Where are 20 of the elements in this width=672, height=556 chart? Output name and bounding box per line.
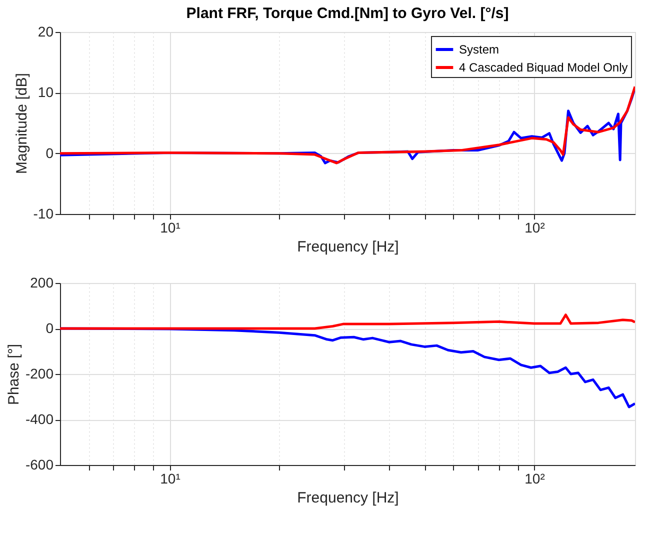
y-axis-title: Phase [°] — [5, 344, 22, 406]
x-axis-title: Frequency [Hz] — [297, 238, 399, 256]
y-tick-label: 200 — [30, 274, 54, 290]
y-tick-label: -200 — [25, 366, 54, 382]
y-tick-label: -600 — [25, 456, 54, 472]
x-tick-label: 10² — [524, 470, 546, 486]
x-tick-label: 10² — [524, 220, 546, 236]
y-tick-label: 20 — [38, 24, 54, 40]
y-tick-label: -400 — [25, 411, 54, 427]
y-tick-label: 0 — [46, 144, 54, 161]
x-tick-label: 10¹ — [160, 470, 181, 486]
y-tick-label: -10 — [33, 206, 54, 222]
y-tick-label: 0 — [46, 320, 54, 336]
x-tick-label: 10¹ — [160, 220, 181, 236]
chart-title: Plant FRF, Torque Cmd.[Nm] to Gyro Vel. [°/s] — [186, 5, 509, 22]
y-axis-title: Magnitude [dB] — [13, 73, 30, 174]
x-axis-title: Frequency [Hz] — [297, 490, 399, 506]
y-tick-label: 10 — [38, 84, 54, 100]
legend-label: System — [459, 42, 500, 56]
legend-label: 4 Cascaded Biquad Model Only — [459, 60, 628, 74]
